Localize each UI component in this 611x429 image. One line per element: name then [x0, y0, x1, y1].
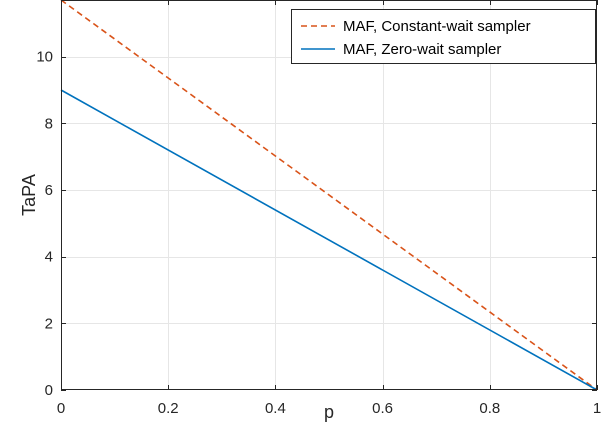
x-tick-label: 1 [593, 400, 601, 417]
x-tick-label: 0 [57, 400, 65, 417]
legend-box [291, 9, 596, 64]
legend: MAF, Constant-wait sampler MAF, Zero-wait… [291, 9, 596, 64]
series-line-2 [60, 89, 598, 391]
x-tick-label: 0.8 [479, 400, 500, 417]
y-tick-label: 4 [45, 249, 53, 266]
y-tick-label: 0 [45, 382, 53, 399]
x-tick-label: 0.2 [158, 400, 179, 417]
x-tick-label: 0.6 [372, 400, 393, 417]
y-tick-label: 10 [36, 49, 53, 66]
y-axis-label: TaPA [19, 174, 39, 216]
legend-label-1: MAF, Constant-wait sampler [343, 18, 531, 35]
y-tick-label: 6 [45, 182, 53, 199]
x-tick-label: 0.4 [265, 400, 286, 417]
x-axis-label: p [324, 402, 334, 422]
series-line-1 [60, 0, 598, 391]
y-tick-label: 2 [45, 315, 53, 332]
plot-area-frame [61, 0, 597, 390]
legend-label-2: MAF, Zero-wait sampler [343, 41, 501, 58]
y-tick-label: 8 [45, 115, 53, 132]
series-lines [60, 0, 598, 391]
